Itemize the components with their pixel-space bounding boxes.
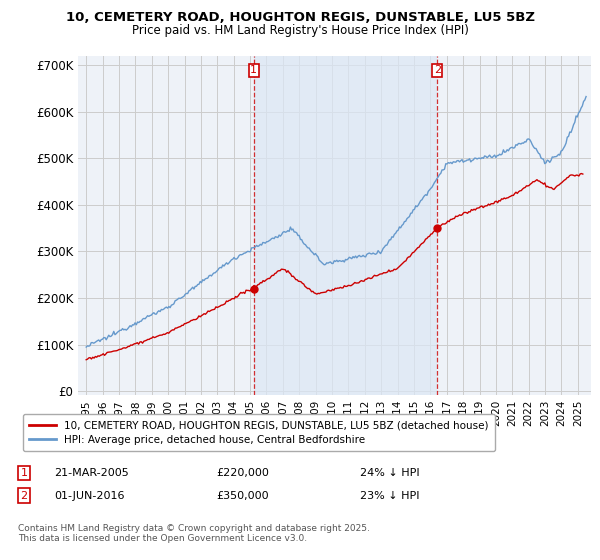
Text: 24% ↓ HPI: 24% ↓ HPI [360,468,419,478]
Text: 01-JUN-2016: 01-JUN-2016 [54,491,125,501]
Text: 2: 2 [434,66,441,75]
Text: Contains HM Land Registry data © Crown copyright and database right 2025.
This d: Contains HM Land Registry data © Crown c… [18,524,370,543]
Text: £220,000: £220,000 [216,468,269,478]
Legend: 10, CEMETERY ROAD, HOUGHTON REGIS, DUNSTABLE, LU5 5BZ (detached house), HPI: Ave: 10, CEMETERY ROAD, HOUGHTON REGIS, DUNST… [23,414,494,451]
Bar [254,56,437,395]
Text: 23% ↓ HPI: 23% ↓ HPI [360,491,419,501]
Text: 10, CEMETERY ROAD, HOUGHTON REGIS, DUNSTABLE, LU5 5BZ: 10, CEMETERY ROAD, HOUGHTON REGIS, DUNST… [65,11,535,24]
Text: Price paid vs. HM Land Registry's House Price Index (HPI): Price paid vs. HM Land Registry's House … [131,24,469,36]
Text: £350,000: £350,000 [216,491,269,501]
Text: 1: 1 [250,66,257,75]
Text: 1: 1 [20,468,28,478]
Text: 21-MAR-2005: 21-MAR-2005 [54,468,129,478]
Text: 2: 2 [20,491,28,501]
